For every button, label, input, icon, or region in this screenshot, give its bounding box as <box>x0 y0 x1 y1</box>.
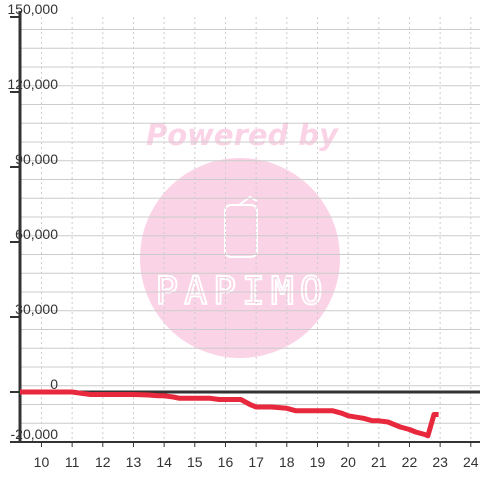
y-tick-label: 150,000 <box>7 1 58 17</box>
x-tick-label: 12 <box>95 454 111 470</box>
y-tick-label: -20,000 <box>11 426 59 442</box>
y-axis-ticks: -20,000 0 30,000 60,000 90,000 120,000 150,000 <box>7 1 59 443</box>
papimo-watermark: Powered by PAPIMO <box>140 118 340 358</box>
x-tick-label: 18 <box>279 454 295 470</box>
y-tick-label: 60,000 <box>15 226 58 242</box>
x-tick-label: 22 <box>402 454 418 470</box>
x-tick-label: 21 <box>371 454 387 470</box>
x-tick-label: 11 <box>65 454 80 470</box>
y-tick-label: 30,000 <box>15 301 58 317</box>
grid <box>20 17 480 442</box>
series-line <box>20 389 439 439</box>
x-tick-label: 15 <box>187 454 203 470</box>
y-tick-label: 0 <box>50 376 58 392</box>
x-axis-ticks: 10 11 12 13 14 15 16 17 18 19 20 21 22 23 24 <box>34 442 479 470</box>
x-tick-label: 24 <box>463 454 479 470</box>
x-tick-label: 20 <box>340 454 356 470</box>
x-tick-label: 17 <box>248 454 264 470</box>
y-tick-label: 90,000 <box>15 151 58 167</box>
y-tick-label: 120,000 <box>7 76 58 92</box>
x-tick-label: 19 <box>310 454 326 470</box>
watermark-logo-text: PAPIMO <box>155 269 328 313</box>
x-tick-label: 13 <box>126 454 142 470</box>
x-tick-label: 10 <box>34 454 50 470</box>
x-tick-label: 16 <box>218 454 234 470</box>
series-layer <box>20 389 439 439</box>
x-tick-label: 23 <box>432 454 448 470</box>
phone-icon <box>224 195 258 258</box>
x-tick-label: 14 <box>156 454 172 470</box>
